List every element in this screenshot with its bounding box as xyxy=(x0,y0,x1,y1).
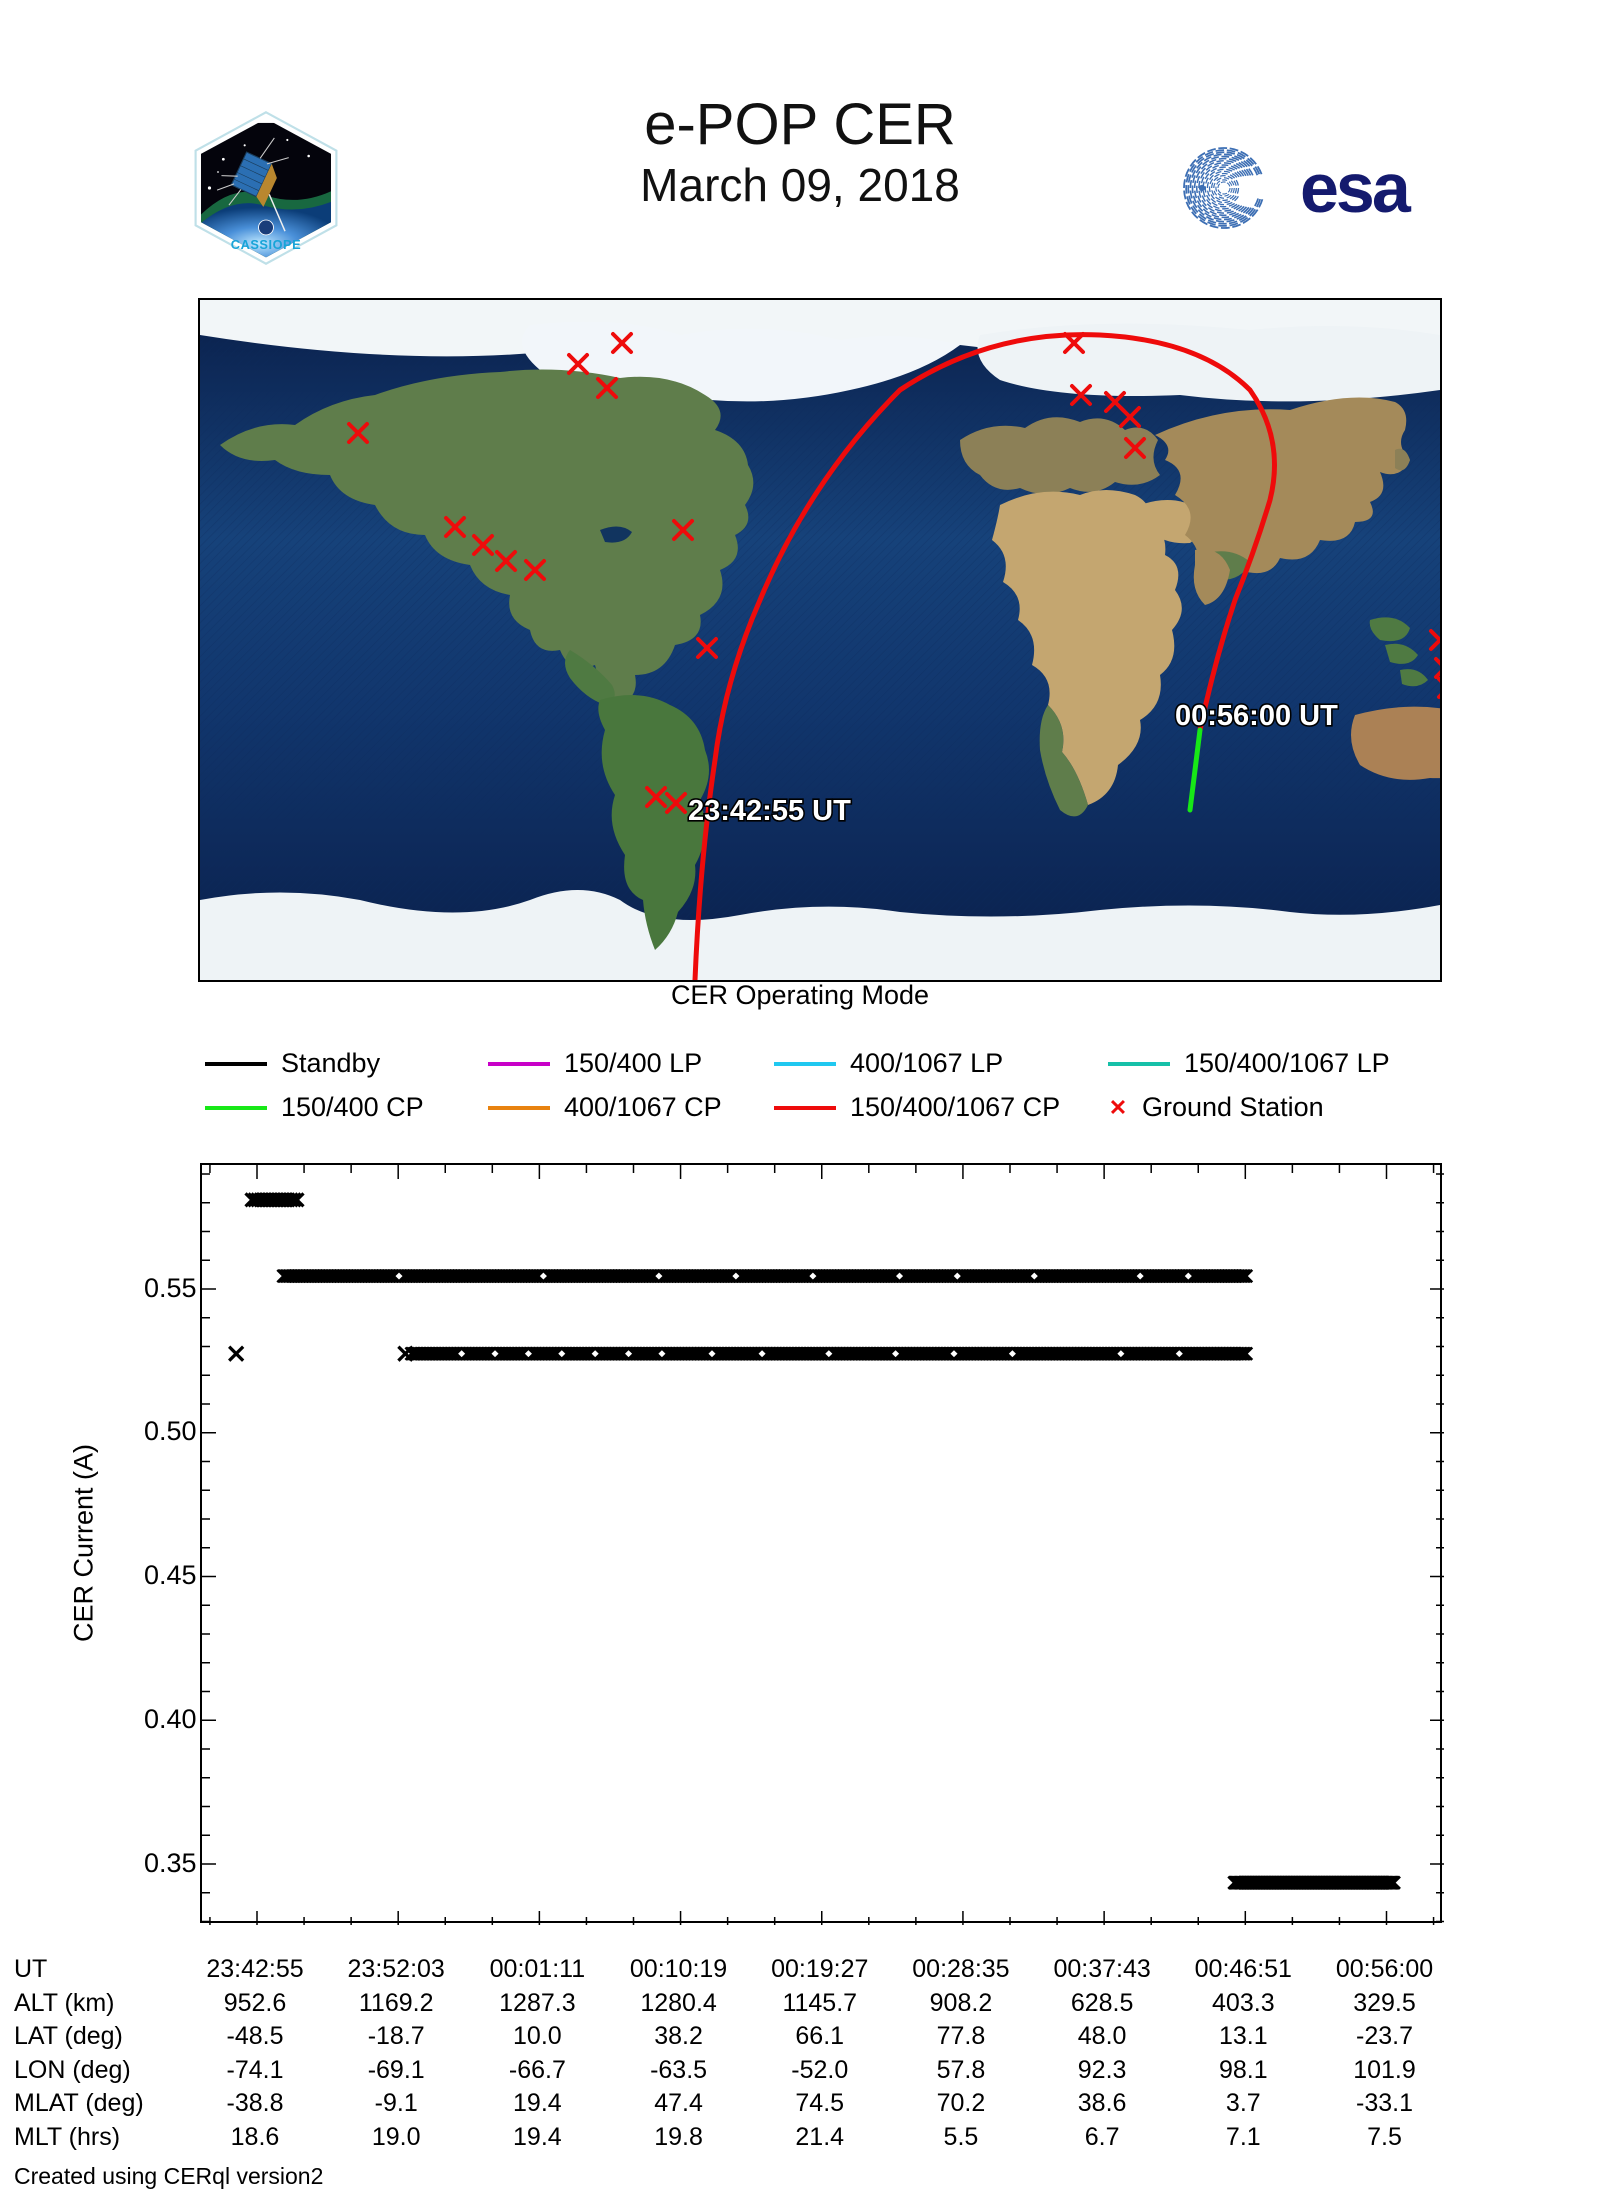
svg-text:00:56:00 UT: 00:56:00 UT xyxy=(1175,700,1338,732)
svg-text:23:42:55 UT: 23:42:55 UT xyxy=(688,795,851,827)
svg-text:CASSIOPE: CASSIOPE xyxy=(231,237,301,252)
svg-text:esa: esa xyxy=(1300,149,1412,227)
